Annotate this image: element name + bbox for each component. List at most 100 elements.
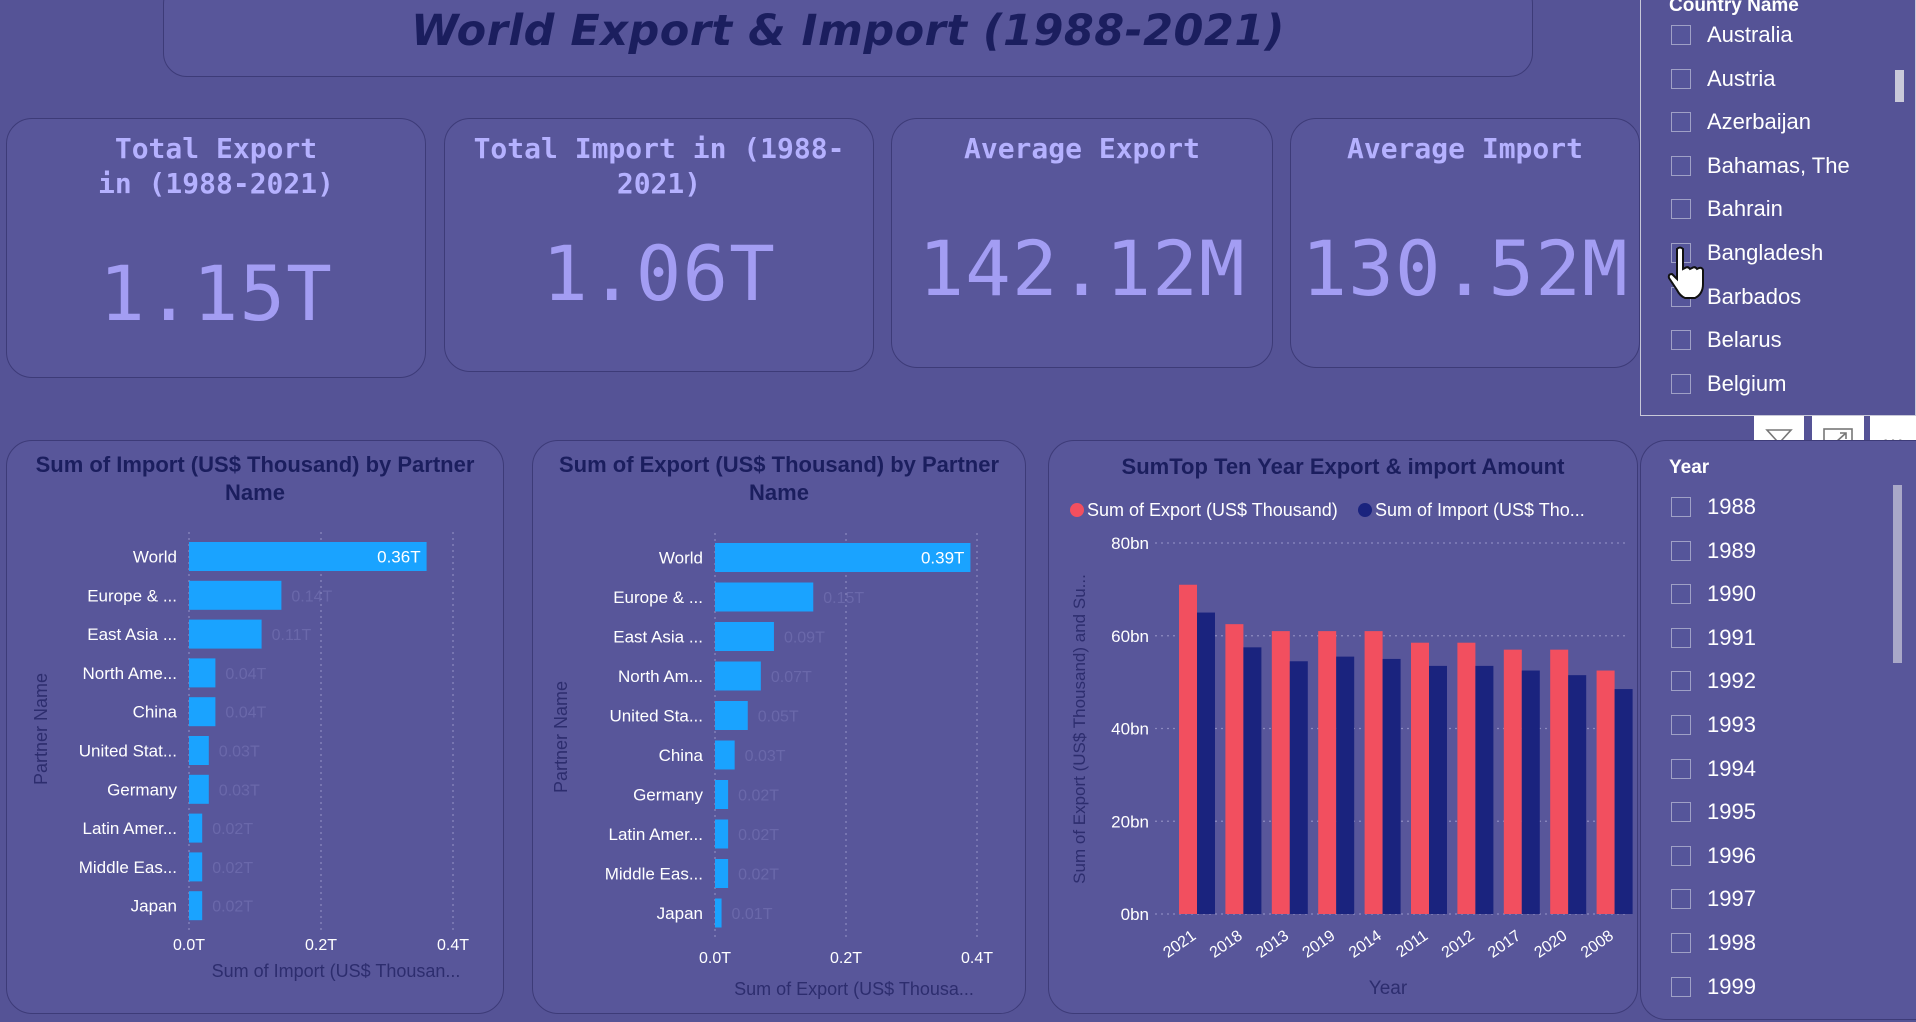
bar [189,658,216,688]
bar [189,813,203,843]
country-slicer[interactable]: Country Name Australia Austria Azerbaijan B… [1640,0,1916,416]
bar [715,543,971,572]
checkbox[interactable] [1671,112,1691,133]
year-item[interactable]: 1993 [1667,705,1756,745]
country-item[interactable]: Bahrain [1667,189,1783,229]
column-bar [1318,631,1337,914]
checkbox[interactable] [1671,976,1691,997]
column-bar [1521,670,1540,914]
year-item[interactable]: 1989 [1667,531,1756,571]
checkbox[interactable] [1671,933,1691,953]
checkbox[interactable] [1671,25,1691,45]
bar [715,622,774,651]
hand-cursor-icon [1667,246,1704,299]
country-item[interactable]: Azerbaijan [1667,102,1811,142]
year-item[interactable]: 1996 [1667,836,1756,876]
country-item[interactable]: Belarus [1667,320,1782,360]
country-item[interactable]: Bahamas, The [1667,146,1850,186]
country-item[interactable]: Belgium [1667,364,1786,404]
checkbox[interactable] [1671,584,1691,605]
column-bar [1289,661,1308,914]
checkbox[interactable] [1671,889,1691,910]
kpi-card-total-export[interactable]: Total Export in (1988-2021) 1.15T [6,118,426,378]
year-item[interactable]: 1991 [1667,618,1756,658]
bar [715,859,729,888]
checkbox[interactable] [1671,715,1691,735]
checkbox[interactable] [1671,155,1691,176]
data-label: 0.02T [212,899,253,916]
data-label: 0.03T [219,744,260,761]
year-item[interactable]: 1992 [1667,661,1756,701]
column-bar [1475,665,1494,914]
export-by-partner-chart[interactable]: Sum of Export (US$ Thousand) by Partner … [532,440,1026,1014]
checkbox[interactable] [1671,627,1691,648]
category-label: Japan [657,904,703,923]
column-bar [1336,656,1355,914]
year-item-label: 1992 [1707,668,1756,694]
checkbox[interactable] [1671,671,1691,692]
country-item-label: Azerbaijan [1707,109,1811,135]
x-tick-label: 0.4T [961,950,993,967]
column-bar [1614,689,1633,914]
year-item-label: 1988 [1707,494,1756,519]
year-slicer-scrollbar[interactable] [1893,485,1902,663]
chart-title: SumTop Ten Year Export & import Amount [1121,454,1565,479]
country-item[interactable]: Austria [1667,59,1775,99]
kpi-card-average-export[interactable]: Average Export 142.12M [891,118,1273,368]
year-item-label: 1999 [1707,973,1756,999]
checkbox[interactable] [1671,845,1691,866]
checkbox[interactable] [1671,497,1691,517]
chart-title: Sum of Import (US$ Thousand) by Partner … [35,452,475,505]
column-bar [1271,631,1290,914]
bar [715,819,729,849]
top-ten-year-chart[interactable]: SumTop Ten Year Export & import Amount S… [1048,440,1638,1014]
checkbox[interactable] [1671,540,1691,561]
checkbox[interactable] [1671,373,1691,394]
bar [715,740,735,770]
x-tick-label: 0.4T [437,937,469,954]
column-bar [1457,642,1476,914]
kpi-value: 1.15T [99,249,333,338]
year-item[interactable]: 1995 [1667,792,1756,832]
import-by-partner-chart[interactable]: Sum of Import (US$ Thousand) by Partner … [6,440,504,1014]
year-item-label: 1996 [1707,842,1756,868]
year-item[interactable]: 1988 [1667,487,1756,527]
x-tick-label: 2014 [1346,927,1385,961]
year-item[interactable]: 1999 [1667,967,1756,1007]
data-label: 0.39T [921,549,964,568]
data-label: 0.11T [272,627,312,644]
year-slicer[interactable]: Year 1988 1989 1990 1991 1992 1993 1994 1995 199… [1640,440,1916,1020]
category-label: East Asia ... [613,628,703,647]
kpi-label: Total Export in (1988-2021) [97,132,334,200]
category-label: Europe & ... [87,586,177,605]
checkbox[interactable] [1671,199,1691,220]
checkbox[interactable] [1671,330,1691,351]
checkbox[interactable] [1671,802,1691,823]
kpi-card-total-import[interactable]: Total Import in (1988-2021) 1.06T [444,118,874,372]
bar [189,542,427,571]
data-label: 0.04T [225,666,266,683]
kpi-card-average-import[interactable]: Average Import 130.52M [1290,118,1640,368]
x-axis-title: Year [1369,978,1408,999]
country-item[interactable]: Barbados [1667,277,1801,317]
checkbox[interactable] [1671,68,1691,89]
kpi-value: 1.06T [542,229,776,318]
x-tick-label: 0.0T [699,950,731,967]
y-axis-title: Partner Name [551,681,571,793]
bar [715,898,722,928]
country-item-label: Barbados [1707,283,1802,309]
x-tick-label: 2012 [1439,927,1478,961]
checkbox[interactable] [1671,758,1691,779]
bar [189,619,262,649]
year-item[interactable]: 1994 [1667,749,1756,789]
bar [189,852,203,882]
year-item-label: 1998 [1707,930,1756,955]
year-item[interactable]: 1990 [1667,574,1756,614]
country-item[interactable]: Australia [1667,15,1793,55]
bar [715,701,748,730]
column-bar [1596,670,1615,914]
year-item[interactable]: 1998 [1667,923,1756,963]
country-slicer-scrollbar[interactable] [1895,70,1904,102]
x-tick-label: 2021 [1160,927,1199,961]
year-item[interactable]: 1997 [1667,879,1756,919]
